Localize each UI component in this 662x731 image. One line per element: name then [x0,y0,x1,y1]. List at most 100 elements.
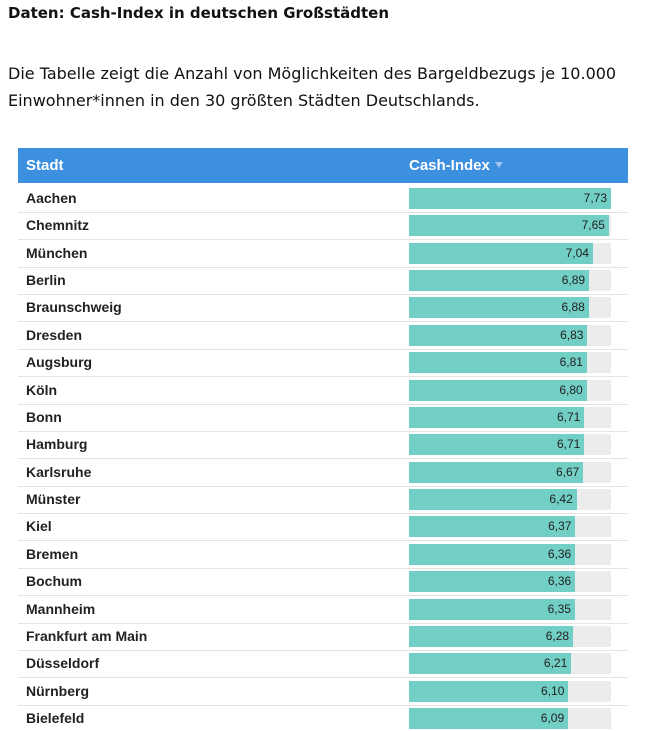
table-row: Münster 6,42 [18,486,628,515]
city-name: Frankfurt am Main [26,627,148,644]
value-bar [409,297,589,319]
bar-track: 6,81 [409,352,611,374]
bar-track: 6,21 [409,653,611,675]
city-name: Bochum [26,573,82,590]
table-row: München 7,04 [18,240,628,268]
table-row: Bielefeld 6,09 [18,705,628,731]
bar-track: 6,36 [409,543,611,565]
value-bar [409,461,584,483]
table: Stadt Cash-Index Aachen 7,73 Chemnitz 7,65 M… [18,148,628,731]
bar-track: 6,83 [409,324,611,346]
value-label: 6,88 [561,300,585,315]
city-name: Mannheim [26,600,96,617]
city-name: Münster [26,491,81,508]
value-label: 7,65 [581,218,605,233]
value-bar [409,625,574,647]
value-label: 6,36 [547,546,572,561]
table-row: Karlsruhe 6,67 [18,459,628,487]
column-header[interactable]: Stadt [26,157,64,174]
table-row: Chemnitz 7,65 [18,212,628,241]
table-row: Düsseldorf 6,21 [18,650,628,679]
city-name: Chemnitz [26,217,89,234]
bar-track: 6,42 [409,489,611,511]
city-name: München [26,244,88,261]
sort-icon[interactable] [495,162,503,169]
value-label: 7,04 [565,245,589,260]
bar-track: 6,35 [409,598,611,620]
value-bar [409,352,587,374]
value-label: 6,71 [557,409,581,424]
value-bar [409,708,569,730]
value-label: 7,73 [583,191,607,205]
table-row: Bochum 6,36 [18,568,628,597]
bar-track: 6,80 [409,379,611,401]
bar-track: 6,71 [409,406,611,428]
table-row: Köln 6,80 [18,377,628,405]
value-bar [409,188,611,209]
city-name: Nürnberg [26,682,89,699]
table-row: Frankfurt am Main 6,28 [18,623,628,651]
bar-track: 7,65 [409,215,611,237]
value-label: 6,28 [545,628,570,643]
value-label: 6,21 [543,656,568,671]
bar-track: 6,36 [409,571,611,593]
value-bar [409,680,569,702]
value-label: 6,10 [541,683,565,698]
bar-track: 6,67 [409,461,611,483]
value-label: 6,71 [557,437,581,452]
table-row: Nürnberg 6,10 [18,678,628,706]
value-label: 6,67 [555,464,580,479]
table-row: Kiel 6,37 [18,513,628,542]
value-label: 6,37 [548,519,572,534]
table-header: Stadt Cash-Index [18,148,628,183]
bar-track: 6,28 [409,625,611,647]
value-label: 6,81 [559,355,583,370]
value-label: 6,42 [549,492,573,507]
column-header[interactable]: Cash-Index [409,157,490,174]
city-name: Karlsruhe [26,463,92,480]
value-bar [409,489,577,511]
table-row: Mannheim 6,35 [18,596,628,624]
value-label: 6,35 [547,601,571,616]
city-name: Braunschweig [26,299,122,316]
bar-track: 6,88 [409,297,611,319]
city-name: Köln [26,381,58,398]
value-bar [409,543,576,565]
value-bar [409,215,609,237]
city-name: Bielefeld [26,710,85,727]
value-bar [409,434,585,456]
table-row: Bremen 6,36 [18,541,628,569]
value-bar [409,242,593,264]
bar-track: 6,89 [409,270,611,292]
table-row: Berlin 6,89 [18,267,628,296]
value-label: 6,83 [560,327,584,342]
city-name: Bonn [26,408,62,425]
value-bar [409,324,588,346]
value-label: 6,36 [547,574,572,589]
value-bar [409,571,576,593]
value-label: 6,09 [540,711,565,726]
bar-track: 6,37 [409,516,611,538]
city-name: Dresden [26,326,83,343]
bar-track: 6,10 [409,680,611,702]
city-name: Düsseldorf [26,655,100,672]
table-row: Augsburg 6,81 [18,349,628,378]
value-bar [409,406,585,428]
city-name: Bremen [26,545,79,562]
table-row: Braunschweig 6,88 [18,294,628,323]
table-row: Hamburg 6,71 [18,431,628,460]
city-name: Kiel [26,518,52,535]
intro-text: Die Tabelle zeigt die Anzahl von Möglich… [8,64,617,110]
table-row: Aachen 7,73 [18,185,628,213]
table-row: Bonn 6,71 [18,404,628,432]
title: Daten: Cash-Index in deutschen Großstädt… [8,4,390,22]
bar-track: 6,71 [409,434,611,456]
bar-track: 7,73 [409,188,611,209]
value-bar [409,379,587,401]
bar-track: 7,04 [409,242,611,264]
city-name: Berlin [26,272,66,289]
table-row: Dresden 6,83 [18,322,628,350]
value-bar [409,653,572,675]
